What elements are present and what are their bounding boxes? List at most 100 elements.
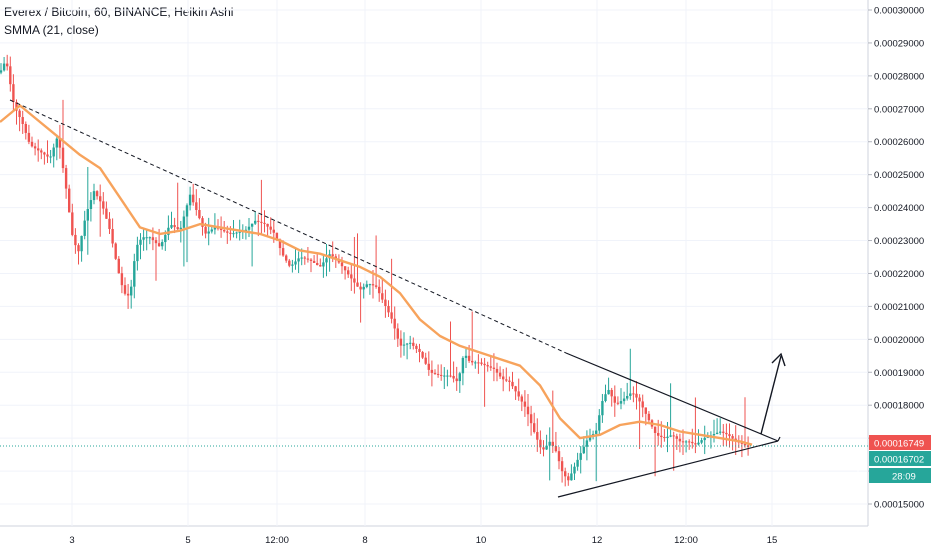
candle-body	[170, 225, 173, 228]
candle-body	[232, 233, 235, 235]
y-tick-label: 0.00029000	[874, 38, 924, 49]
candle-body	[719, 431, 722, 433]
grid	[0, 0, 869, 527]
candle-body	[272, 229, 275, 233]
candle-body	[467, 355, 471, 361]
candle-body	[489, 366, 492, 368]
candle-body	[195, 202, 198, 210]
candle-body	[18, 110, 21, 118]
candle-body	[37, 148, 40, 151]
candle-body	[219, 228, 223, 231]
time-axis[interactable]: 3 5 12:00 8 10 12 12:00 15	[69, 535, 777, 546]
candle-body	[95, 191, 99, 197]
candle-body	[505, 379, 508, 381]
candle-body	[567, 476, 570, 481]
indicator-label: SMMA (21, close)	[4, 23, 99, 37]
candle-body	[64, 168, 68, 189]
candle-body	[161, 242, 164, 247]
candle-body	[684, 441, 688, 443]
candle-body	[746, 445, 750, 447]
candle-body	[92, 191, 96, 201]
candle-body	[523, 401, 527, 407]
candle-body	[192, 194, 195, 203]
candle-body	[529, 414, 533, 424]
candle-body	[347, 270, 350, 275]
candle-body	[728, 434, 731, 437]
y-tick-label: 0.00026000	[874, 137, 924, 148]
candle-body	[185, 205, 189, 217]
candle-body	[722, 431, 725, 433]
candle-body	[247, 226, 251, 230]
candle-body	[77, 245, 80, 252]
candle-body	[182, 216, 186, 228]
candle-body	[40, 150, 43, 153]
candle-body	[49, 156, 52, 158]
candle-body	[43, 152, 46, 155]
smma-line	[0, 104, 753, 446]
price-badge-label: 28:09	[892, 472, 916, 483]
candle-body	[294, 261, 297, 265]
y-tick-label: 0.00023000	[874, 236, 924, 247]
candle-body	[536, 432, 539, 440]
candle-body	[613, 396, 616, 403]
candle-body	[560, 461, 564, 472]
breakout-arrow-line	[760, 355, 782, 435]
candle-body	[207, 231, 210, 234]
candle-body	[551, 441, 554, 447]
candle-body	[99, 196, 102, 202]
price-axis[interactable]: 0.000150000.000160000.000170000.00018000…	[868, 6, 924, 511]
candle-body	[446, 375, 449, 377]
candle-body	[660, 435, 663, 438]
candle-body	[136, 244, 139, 262]
candle-body	[495, 368, 499, 373]
candle-body	[117, 258, 120, 274]
candle-body	[359, 286, 362, 290]
candle-body	[498, 372, 502, 377]
candle-body	[71, 212, 74, 235]
candle-body	[666, 436, 669, 438]
candle-body	[145, 237, 148, 239]
candle-body	[715, 432, 719, 435]
candle-body	[573, 466, 576, 474]
candle-body	[595, 430, 598, 434]
y-tick-label: 0.00019000	[874, 368, 924, 379]
candle-body	[458, 373, 461, 382]
x-tick-label: 12:00	[674, 535, 698, 546]
candle-body	[607, 389, 610, 395]
candle-body	[257, 220, 260, 222]
candle-body	[576, 459, 579, 467]
candle-body	[111, 229, 114, 244]
candle-body	[700, 440, 703, 443]
candle-body	[678, 438, 682, 442]
y-tick-label: 0.00021000	[874, 302, 924, 313]
candle-body	[167, 227, 170, 235]
candle-body	[585, 440, 589, 447]
candle-body	[55, 138, 58, 148]
candle-body	[675, 436, 678, 439]
x-tick-label: 8	[362, 535, 367, 546]
price-badge	[869, 451, 931, 466]
candle-body	[663, 437, 666, 439]
candle-body	[164, 234, 167, 243]
candle-body	[390, 312, 393, 319]
candle-body	[641, 401, 644, 408]
candle-body	[669, 435, 672, 437]
candle-body	[697, 442, 700, 445]
candle-body	[412, 342, 415, 346]
candle-body	[635, 393, 638, 398]
candle-body	[139, 239, 142, 245]
candle-body	[430, 369, 434, 373]
candle-body	[443, 375, 446, 377]
y-tick-label: 0.00020000	[874, 335, 924, 346]
x-tick-label: 10	[476, 535, 487, 546]
candle-body	[393, 318, 396, 329]
candle-body	[455, 378, 458, 382]
x-tick-label: 12	[592, 535, 603, 546]
candle-body	[582, 446, 585, 454]
candle-body	[12, 84, 15, 103]
candle-body	[409, 342, 412, 344]
candle-body	[533, 423, 536, 433]
candle-body	[474, 362, 477, 364]
candle-body	[449, 375, 452, 377]
